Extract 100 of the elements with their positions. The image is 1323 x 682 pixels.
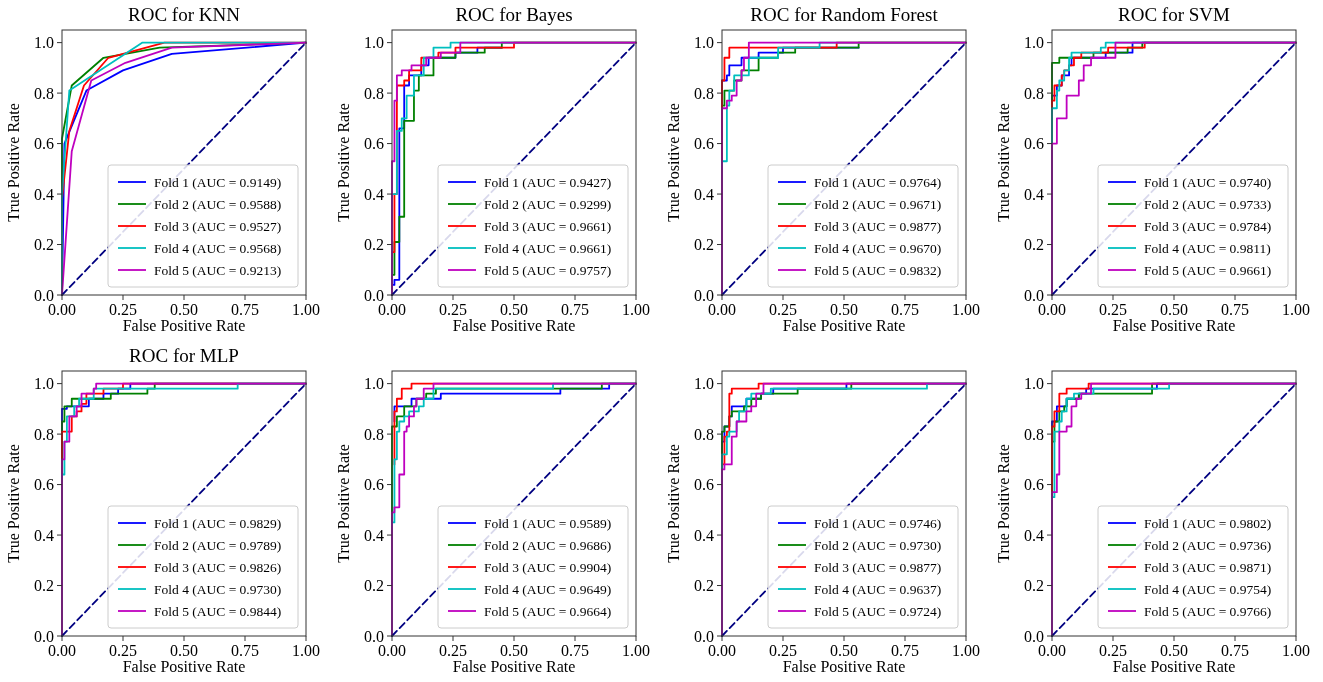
x-tick-label: 1.00 [292, 301, 320, 318]
x-tick-label: 0.00 [708, 301, 736, 318]
legend-label: Fold 5 (AUC = 0.9766) [1144, 603, 1272, 619]
legend-label: Fold 3 (AUC = 0.9661) [484, 218, 612, 234]
y-tick-label: 0.6 [694, 476, 714, 494]
y-tick-label: 0.2 [694, 236, 714, 254]
x-tick-label: 0.00 [48, 301, 76, 318]
x-tick-label: 0.75 [561, 642, 589, 659]
x-tick-label: 0.50 [1160, 301, 1188, 318]
legend-label: Fold 1 (AUC = 0.9746) [814, 515, 942, 531]
x-axis-title: False Positive Rate [452, 658, 576, 675]
legend-label: Fold 5 (AUC = 0.9213) [154, 262, 282, 278]
legend-label: Fold 1 (AUC = 0.9149) [154, 174, 282, 190]
legend-label: Fold 1 (AUC = 0.9764) [814, 174, 942, 190]
y-tick-label: 0.8 [364, 84, 384, 102]
y-tick-label: 0.2 [694, 577, 714, 595]
x-tick-label: 0.75 [891, 642, 919, 659]
x-axis-title: False Positive Rate [452, 317, 576, 334]
x-tick-label: 0.00 [708, 642, 736, 659]
x-axis-title: False Positive Rate [122, 317, 246, 334]
y-tick-label: 0.8 [34, 84, 54, 102]
y-tick-label: 1.0 [1024, 34, 1044, 52]
x-axis-title: False Positive Rate [782, 658, 906, 675]
y-tick-label: 0.0 [364, 627, 384, 645]
x-tick-label: 0.25 [769, 301, 797, 318]
y-tick-label: 0.4 [364, 526, 384, 544]
x-tick-label: 1.00 [622, 301, 650, 318]
y-tick-label: 0.0 [694, 627, 714, 645]
legend-label: Fold 5 (AUC = 0.9757) [484, 262, 612, 278]
legend-label: Fold 1 (AUC = 0.9740) [1144, 174, 1272, 190]
legend-label: Fold 4 (AUC = 0.9661) [484, 240, 612, 256]
y-tick-label: 0.8 [1024, 84, 1044, 102]
y-tick-label: 0.0 [694, 286, 714, 304]
y-tick-label: 0.8 [694, 84, 714, 102]
x-tick-label: 0.00 [378, 642, 406, 659]
x-axis-title: False Positive Rate [122, 658, 246, 675]
x-axis-title: False Positive Rate [782, 317, 906, 334]
y-axis-title: True Positive Rate [665, 444, 682, 563]
legend-label: Fold 3 (AUC = 0.9826) [154, 559, 282, 575]
legend-label: Fold 2 (AUC = 0.9736) [1144, 537, 1272, 553]
y-tick-label: 1.0 [1024, 375, 1044, 393]
x-tick-label: 0.50 [500, 301, 528, 318]
y-tick-label: 0.0 [34, 286, 54, 304]
y-tick-label: 0.0 [364, 286, 384, 304]
legend-label: Fold 4 (AUC = 0.9730) [154, 581, 282, 597]
y-tick-label: 0.4 [1024, 526, 1044, 544]
x-tick-label: 0.50 [830, 642, 858, 659]
y-tick-label: 0.6 [364, 135, 384, 153]
y-tick-label: 0.8 [1024, 425, 1044, 443]
legend-label: Fold 2 (AUC = 0.9686) [484, 537, 612, 553]
x-tick-label: 0.50 [830, 301, 858, 318]
chart-title: ROC for KNN [128, 4, 241, 25]
y-tick-label: 1.0 [34, 375, 54, 393]
y-tick-label: 0.0 [34, 627, 54, 645]
x-tick-label: 0.75 [1221, 642, 1249, 659]
y-tick-label: 0.8 [694, 425, 714, 443]
x-axis-title: False Positive Rate [1112, 317, 1236, 334]
y-tick-label: 0.4 [34, 526, 54, 544]
x-tick-label: 0.25 [1099, 642, 1127, 659]
y-tick-label: 0.4 [694, 526, 714, 544]
x-tick-label: 1.00 [622, 642, 650, 659]
y-tick-label: 0.6 [34, 135, 54, 153]
chart-title: ROC for Bayes [455, 4, 573, 25]
y-tick-label: 0.2 [364, 236, 384, 254]
legend-label: Fold 4 (AUC = 0.9811) [1144, 240, 1271, 256]
legend-label: Fold 1 (AUC = 0.9589) [484, 515, 612, 531]
x-tick-label: 1.00 [1282, 642, 1310, 659]
legend-label: Fold 3 (AUC = 0.9877) [814, 559, 942, 575]
x-tick-label: 0.00 [48, 642, 76, 659]
legend-label: Fold 3 (AUC = 0.9527) [154, 218, 282, 234]
legend-label: Fold 2 (AUC = 0.9671) [814, 196, 942, 212]
x-tick-label: 0.00 [1038, 301, 1066, 318]
x-tick-label: 1.00 [1282, 301, 1310, 318]
y-tick-label: 0.0 [1024, 286, 1044, 304]
x-tick-label: 1.00 [292, 642, 320, 659]
y-tick-label: 1.0 [364, 375, 384, 393]
x-tick-label: 0.50 [170, 301, 198, 318]
legend-label: Fold 4 (AUC = 0.9637) [814, 581, 942, 597]
legend-label: Fold 2 (AUC = 0.9299) [484, 196, 612, 212]
y-tick-label: 0.2 [34, 236, 54, 254]
chart-title: ROC for MLP [129, 345, 239, 366]
legend-label: Fold 3 (AUC = 0.9904) [484, 559, 612, 575]
chart-title: ROC for SVM [1118, 4, 1231, 25]
x-tick-label: 0.00 [378, 301, 406, 318]
y-axis-title: True Positive Rate [5, 103, 22, 222]
legend-label: Fold 5 (AUC = 0.9832) [814, 262, 942, 278]
y-tick-label: 1.0 [364, 34, 384, 52]
y-tick-label: 0.6 [364, 476, 384, 494]
legend-label: Fold 2 (AUC = 0.9789) [154, 537, 282, 553]
x-tick-label: 0.75 [561, 301, 589, 318]
y-axis-title: True Positive Rate [665, 103, 682, 222]
legend-label: Fold 1 (AUC = 0.9427) [484, 174, 612, 190]
legend-label: Fold 5 (AUC = 0.9661) [1144, 262, 1272, 278]
y-tick-label: 0.2 [34, 577, 54, 595]
x-tick-label: 0.75 [231, 642, 259, 659]
y-tick-label: 0.8 [364, 425, 384, 443]
legend-label: Fold 3 (AUC = 0.9871) [1144, 559, 1272, 575]
legend-label: Fold 4 (AUC = 0.9649) [484, 581, 612, 597]
x-tick-label: 0.25 [109, 642, 137, 659]
y-tick-label: 0.4 [1024, 185, 1044, 203]
